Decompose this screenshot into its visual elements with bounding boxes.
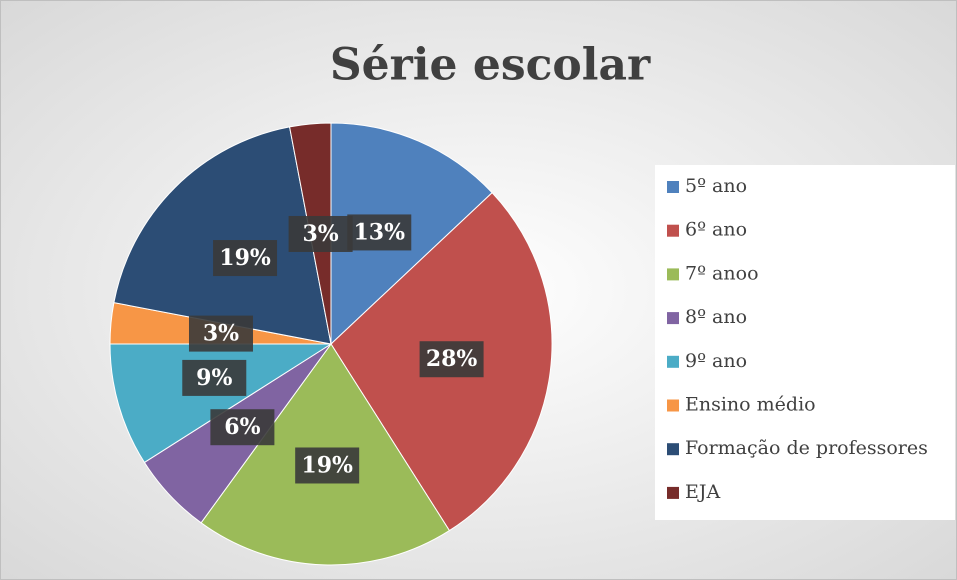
chart-title: Série escolar	[330, 40, 651, 91]
data-label-box	[188, 315, 253, 352]
pie-slice	[113, 126, 332, 345]
data-label: 9%	[196, 365, 232, 391]
legend-swatch	[667, 486, 679, 499]
legend-swatch	[667, 268, 679, 281]
data-label: 3%	[203, 321, 239, 347]
data-label-box	[295, 447, 360, 484]
data-label: 13%	[354, 219, 406, 245]
data-label: 19%	[219, 245, 271, 271]
data-label: 19%	[301, 452, 353, 478]
legend-swatch	[667, 355, 679, 368]
legend-swatch	[667, 224, 679, 237]
pie-slice	[330, 122, 493, 346]
pie-slice	[109, 343, 333, 464]
legend-label: 8º ano	[685, 306, 747, 328]
legend-label: Ensino médio	[685, 394, 816, 416]
data-label-box	[288, 215, 353, 252]
legend-swatch	[667, 399, 679, 412]
legend-label: 9º ano	[685, 350, 747, 372]
data-label-box	[182, 359, 247, 396]
legend-swatch	[667, 443, 679, 456]
data-label: 6%	[224, 414, 260, 440]
data-label-box	[347, 214, 412, 251]
data-label-box	[419, 341, 484, 378]
legend-label: 7º anoo	[685, 262, 759, 284]
data-label: 28%	[426, 346, 478, 372]
data-label: 3%	[302, 221, 338, 247]
legend-swatch	[667, 312, 679, 325]
legend-background	[655, 165, 955, 520]
data-label-box	[213, 240, 278, 277]
legend-label: EJA	[685, 481, 720, 503]
legend-label: 5º ano	[685, 175, 747, 197]
legend-swatch	[667, 181, 679, 193]
legend-label: 6º ano	[685, 219, 747, 241]
data-label-box	[210, 409, 275, 446]
legend-label: Formação de professores	[685, 437, 928, 459]
